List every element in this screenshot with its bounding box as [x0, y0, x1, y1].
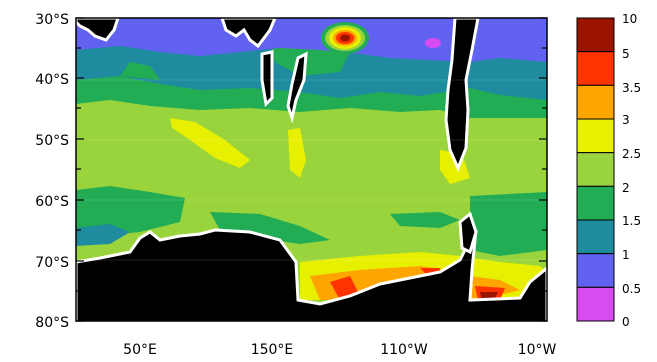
x-axis-labels: 50°E 150°E 110°W 10°W [123, 342, 556, 358]
x-label-10w: 10°W [518, 342, 557, 358]
map-plot-area [76, 18, 547, 321]
colorbar-swatch [576, 51, 615, 86]
x-axis-ticks [108, 313, 538, 321]
gridlines [76, 79, 547, 261]
y-label-50s: 50°S [35, 133, 69, 149]
y-label-70s: 70°S [35, 255, 69, 271]
land-south-america [444, 18, 480, 172]
land-tasmania [260, 50, 274, 108]
y-label-30s: 30°S [35, 12, 69, 28]
field-hotspot-darkred [340, 34, 350, 42]
y-label-40s: 40°S [35, 72, 69, 88]
colorbar-swatch [576, 118, 615, 154]
colorbar-swatch [576, 152, 615, 187]
y-axis-labels: 30°S 40°S 50°S 60°S 70°S 80°S [35, 12, 69, 331]
colorbar-label-1: 1 [622, 248, 630, 262]
colorbar-swatch [576, 84, 615, 120]
colorbar-label-10: 10 [622, 12, 637, 26]
colorbar-label-5: 5 [622, 47, 630, 61]
colorbar-label-0-5: 0.5 [622, 282, 641, 296]
field-teal-south [76, 224, 130, 246]
colorbar [576, 17, 615, 322]
y-label-80s: 80°S [35, 315, 69, 331]
colorbar-swatch [576, 253, 615, 288]
y-label-60s: 60°S [35, 194, 69, 210]
field-yellow-streak-1 [170, 118, 250, 168]
colorbar-label-0: 0 [622, 315, 630, 329]
colorbar-label-1-5: 1.5 [622, 214, 641, 228]
field-green-lobe [120, 62, 160, 80]
colorbar-swatch [576, 286, 615, 322]
land-new-zealand [286, 51, 308, 124]
colorbar-label-3: 3 [622, 113, 630, 127]
x-label-150e: 150°E [251, 342, 294, 358]
field-green-south-3 [470, 192, 547, 256]
land-antarctic-peninsula [458, 211, 478, 255]
x-label-50e: 50°E [123, 342, 157, 358]
x-label-110w: 110°W [380, 342, 428, 358]
field-yellow-streak-2 [288, 128, 306, 178]
land-africa [76, 18, 120, 42]
colorbar-swatch [576, 17, 615, 53]
colorbar-label-2: 2 [622, 181, 630, 195]
colorbar-label-3-5: 3.5 [622, 81, 641, 95]
colorbar-swatch [576, 219, 615, 255]
colorbar-swatch [576, 185, 615, 221]
field-blue-band [76, 18, 547, 62]
land-antarctica [76, 228, 547, 321]
field-magenta-spot [425, 38, 441, 48]
field-green-south-2 [210, 212, 330, 244]
field-green-south-4 [390, 212, 460, 228]
land-australia [220, 18, 277, 49]
y-axis-ticks [76, 17, 547, 322]
colorbar-labels: 10 5 3.5 3 2.5 2 1.5 1 0.5 0 [622, 12, 641, 329]
colorbar-label-2-5: 2.5 [622, 147, 641, 161]
